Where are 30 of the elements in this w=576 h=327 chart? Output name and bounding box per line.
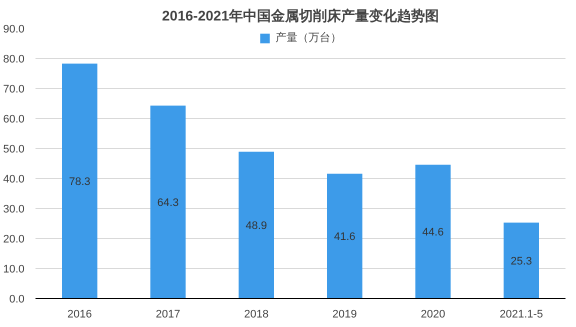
y-tick-label: 70.0: [3, 84, 25, 96]
chart-title: 2016-2021年中国金属切削床产量变化趋势图: [162, 8, 439, 24]
y-tick-label: 80.0: [3, 54, 25, 66]
y-tick-label: 0.0: [9, 294, 25, 306]
y-tick-label: 50.0: [3, 144, 25, 156]
bar: [62, 64, 98, 298]
bar: [504, 222, 539, 298]
data-label: 64.3: [157, 197, 179, 210]
y-tick-label: 60.0: [3, 114, 25, 126]
data-label: 78.3: [68, 176, 90, 188]
y-tick-label: 20.0: [3, 234, 25, 246]
y-tick-label: 90.0: [3, 24, 25, 36]
bar: [415, 164, 451, 298]
x-tick-label: 2018: [244, 308, 269, 320]
data-label: 48.9: [246, 220, 268, 232]
bar: [238, 152, 274, 298]
y-tick-label: 10.0: [3, 264, 25, 276]
data-label: 25.3: [510, 256, 532, 268]
x-tick-label: 2021.1-5: [500, 308, 544, 320]
legend-label: 产量（万台）: [276, 30, 342, 45]
x-tick-label: 2020: [420, 308, 446, 320]
bar: [150, 106, 186, 298]
data-label: 41.6: [334, 231, 356, 244]
x-tick-label: 2019: [332, 308, 357, 320]
data-label: 44.6: [422, 226, 444, 239]
y-tick-label: 30.0: [3, 204, 25, 216]
y-tick-label: 40.0: [3, 174, 25, 186]
x-tick-label: 2016: [67, 308, 92, 320]
bar: [327, 174, 362, 298]
x-tick-label: 2017: [156, 308, 180, 320]
